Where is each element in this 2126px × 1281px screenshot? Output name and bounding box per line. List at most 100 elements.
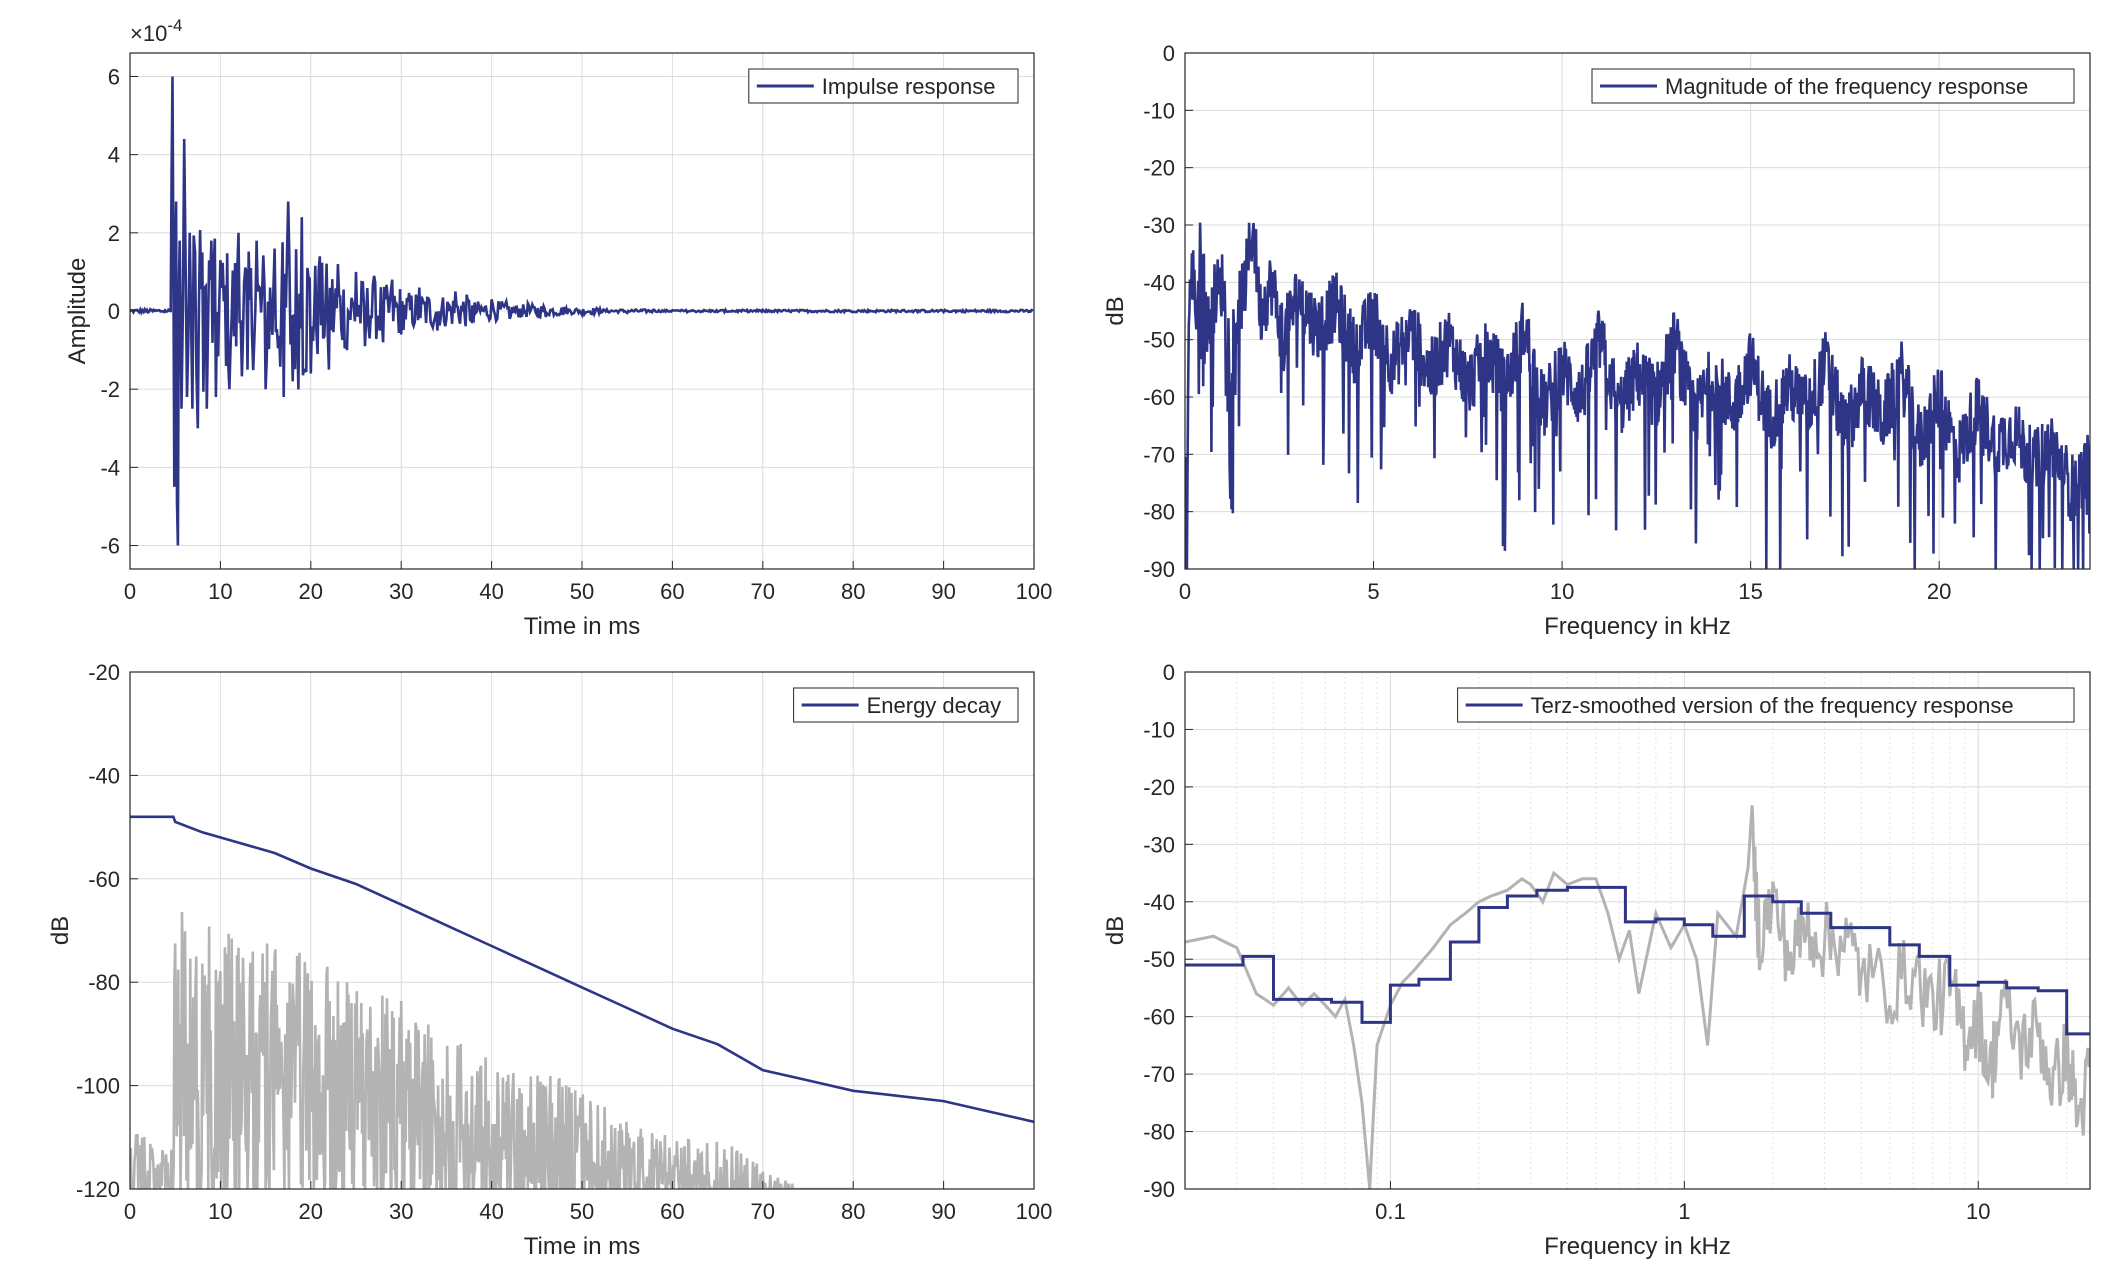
series-line-energy-raw <box>130 911 853 1189</box>
series-line-energy-decay <box>130 815 1034 1124</box>
y-tick-label: -50 <box>1143 328 1175 353</box>
y-axis-label: Amplitude <box>64 258 91 365</box>
legend-label: Impulse response <box>822 74 996 99</box>
series-line-impulse-response <box>130 76 1034 546</box>
x-tick-label: 1 <box>1678 1199 1690 1224</box>
y-tick-label: 6 <box>108 64 120 89</box>
y-tick-label: 4 <box>108 143 120 168</box>
y-tick-label: -40 <box>1143 890 1175 915</box>
y-tick-label: -40 <box>88 763 120 788</box>
chart-impulse: 0 10 20 30 40 50 60 70 80 90 100 -6 -4 -2 0 2 4 6 Time in … <box>64 16 1052 640</box>
y-tick-label: -20 <box>88 660 120 685</box>
y-tick-label: -90 <box>1143 557 1175 582</box>
y-tick-label: -40 <box>1143 270 1175 295</box>
plot-area <box>1185 805 2090 1189</box>
x-tick-label: 20 <box>1927 579 1951 604</box>
y-tick-label: -120 <box>76 1177 120 1202</box>
y-tick-label: -60 <box>1143 1005 1175 1030</box>
y-tick-label: -6 <box>100 534 120 559</box>
y-tick-label: -70 <box>1143 1062 1175 1087</box>
y-axis-label: dB <box>47 916 74 945</box>
series-line-terz-smoothed <box>1185 885 2090 1036</box>
x-tick-label: 100 <box>1016 1199 1053 1224</box>
x-axis-label: Frequency in kHz <box>1544 1233 1731 1260</box>
x-tick-label: 80 <box>841 579 865 604</box>
chart-energy: 0 10 20 30 40 50 60 70 80 90 100 -20 -40 -60 -80 -100 -1… <box>47 660 1052 1260</box>
x-tick-label: 70 <box>751 579 775 604</box>
y-tick-label: -30 <box>1143 832 1175 857</box>
x-tick-label: 50 <box>570 1199 594 1224</box>
y-axis-label: dB <box>1102 916 1129 945</box>
y-tick-label: -10 <box>1143 717 1175 742</box>
legend-box <box>1457 687 2075 723</box>
x-tick-label: 0 <box>124 1199 136 1224</box>
y-tick-label: -100 <box>76 1074 120 1099</box>
x-tick-label: 20 <box>299 1199 323 1224</box>
legend-label: Energy decay <box>867 693 1002 718</box>
x-tick-label: 20 <box>299 579 323 604</box>
y-tick-label: -50 <box>1143 947 1175 972</box>
x-tick-label: 10 <box>1550 579 1574 604</box>
x-tick-label: 100 <box>1016 579 1053 604</box>
x-tick-label: 90 <box>931 579 955 604</box>
y-tick-label: -90 <box>1143 1177 1175 1202</box>
x-tick-label: 60 <box>660 579 684 604</box>
y-tick-label: -60 <box>1143 385 1175 410</box>
legend-label: Magnitude of the frequency response <box>1665 74 2028 99</box>
x-tick-label: 0 <box>1179 579 1191 604</box>
x-tick-label: 50 <box>570 579 594 604</box>
y-axis-label: dB <box>1102 296 1129 325</box>
x-tick-label: 15 <box>1738 579 1762 604</box>
y-tick-label: -2 <box>100 377 120 402</box>
x-axis-label: Time in ms <box>524 613 640 640</box>
y-tick-label: 0 <box>1163 41 1175 66</box>
plot-area <box>130 815 1034 1189</box>
y-tick-label: -80 <box>1143 1120 1175 1145</box>
x-tick-label: 0.1 <box>1375 1199 1406 1224</box>
legend: Terz-smoothed version of the frequency r… <box>1457 687 2075 723</box>
y-tick-label: 0 <box>1163 660 1175 685</box>
x-tick-label: 40 <box>479 579 503 604</box>
plot-frame <box>1184 52 2091 570</box>
plot-area <box>130 76 1034 546</box>
x-tick-label: 90 <box>931 1199 955 1224</box>
x-tick-label: 30 <box>389 1199 413 1224</box>
x-tick-label: 60 <box>660 1199 684 1224</box>
y-tick-label: 0 <box>108 299 120 324</box>
legend-label: Terz-smoothed version of the frequency r… <box>1531 693 2014 718</box>
x-tick-label: 10 <box>1966 1199 1990 1224</box>
y-tick-label: -70 <box>1143 442 1175 467</box>
y-tick-label: -20 <box>1143 156 1175 181</box>
y-tick-label: -4 <box>100 455 120 480</box>
plot-area <box>1185 222 2090 569</box>
series-line-magnitude <box>1185 222 2090 569</box>
y-tick-label: -80 <box>1143 500 1175 525</box>
y-tick-label: 2 <box>108 221 120 246</box>
y-exponent-power: -4 <box>167 16 182 35</box>
legend: Magnitude of the frequency response <box>1591 68 2075 104</box>
y-tick-label: -80 <box>88 970 120 995</box>
x-axis-label: Frequency in kHz <box>1544 613 1731 640</box>
chart-magnitude: 0 5 10 15 20 0 -10 -20 -30 -40 -50 -60 -70 -80 -90 Freq… <box>1102 41 2091 640</box>
x-tick-label: 10 <box>208 1199 232 1224</box>
y-tick-label: -10 <box>1143 98 1175 123</box>
y-tick-label: -20 <box>1143 775 1175 800</box>
x-tick-label: 5 <box>1367 579 1379 604</box>
x-tick-label: 30 <box>389 579 413 604</box>
legend-box <box>1591 68 2075 104</box>
y-exponent-label: ×10-4 <box>130 16 182 46</box>
x-axis-label: Time in ms <box>524 1233 640 1260</box>
legend: Impulse response <box>748 68 1019 104</box>
x-tick-label: 40 <box>479 1199 503 1224</box>
legend: Energy decay <box>793 687 1019 723</box>
plot-frame <box>1184 671 2091 1190</box>
chart-terz: 0.1 1 10 0 -10 -20 -30 -40 -50 -60 -70 -80 -90 Freque… <box>1102 660 2091 1260</box>
y-tick-label: -30 <box>1143 213 1175 238</box>
x-tick-label: 10 <box>208 579 232 604</box>
x-tick-label: 70 <box>751 1199 775 1224</box>
x-tick-label: 80 <box>841 1199 865 1224</box>
y-tick-label: -60 <box>88 867 120 892</box>
x-tick-label: 0 <box>124 579 136 604</box>
